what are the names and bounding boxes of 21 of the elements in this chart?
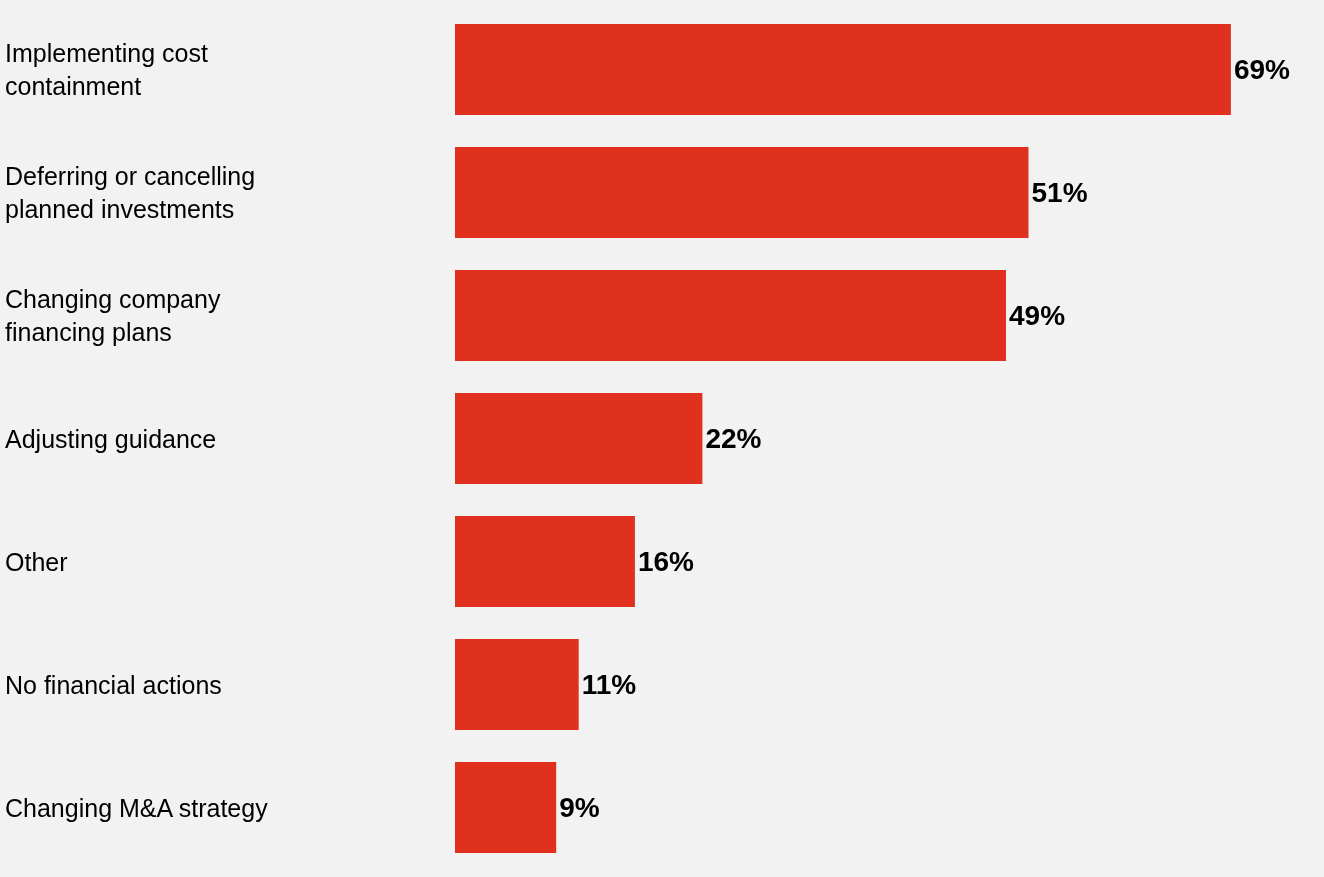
data-label: 49% (1009, 300, 1066, 331)
bar (455, 392, 703, 485)
y-tick-label: Implementing cost containment (5, 39, 208, 100)
bar (455, 23, 1231, 116)
bar (455, 761, 557, 854)
bar (455, 638, 579, 731)
y-tick-label: Deferring or cancelling planned investments (5, 162, 256, 223)
data-label: 9% (559, 792, 600, 823)
y-tick-label: Other (5, 548, 68, 576)
bar (455, 515, 635, 608)
y-tick-label: Changing M&A strategy (5, 794, 269, 822)
data-label: 22% (705, 423, 762, 454)
y-tick-label: Changing company financing plans (5, 285, 221, 346)
data-label: 69% (1233, 54, 1291, 85)
data-label: 11% (581, 669, 637, 700)
y-tick-label: Adjusting guidance (5, 425, 217, 453)
data-label: 51% (1031, 177, 1088, 208)
y-tick-label: No financial actions (5, 671, 222, 699)
data-label: 16% (637, 546, 695, 577)
bar (455, 146, 1029, 239)
bar (455, 269, 1006, 362)
